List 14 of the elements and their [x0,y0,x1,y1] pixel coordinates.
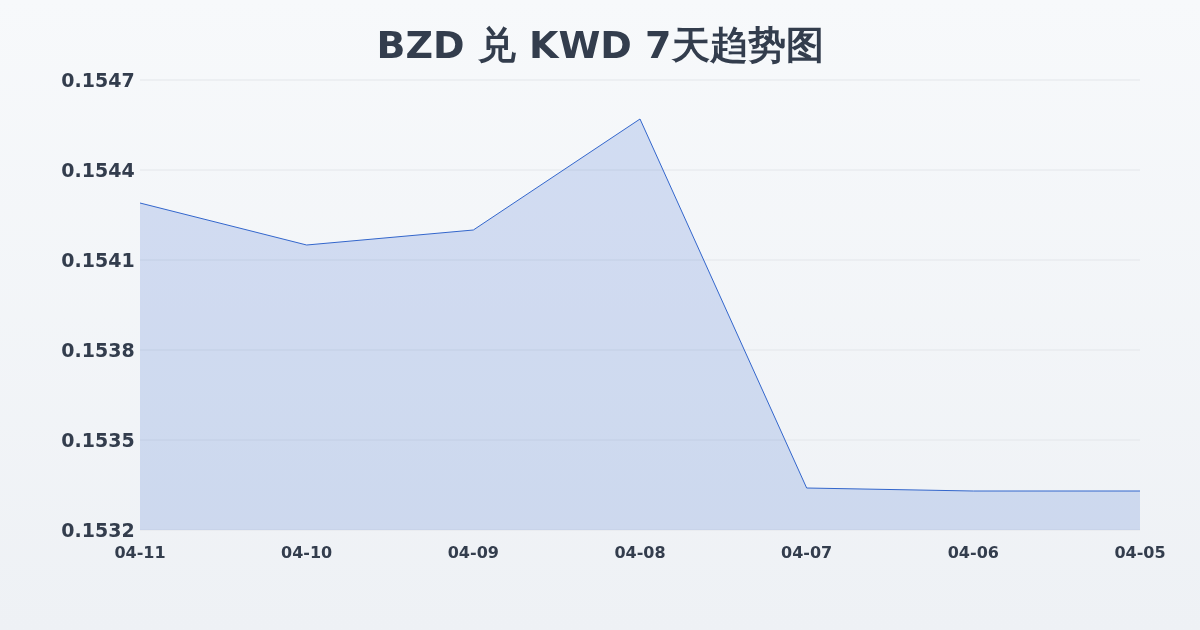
x-tick-label: 04-08 [614,543,666,562]
y-tick-label: 0.1535 [61,429,135,451]
x-tick-label: 04-09 [447,543,499,562]
y-tick-label: 0.1544 [61,159,135,181]
x-tick-label: 04-10 [281,543,333,562]
x-tick-label: 04-07 [781,543,833,562]
y-tick-label: 0.1532 [61,519,135,541]
x-tick-label: 04-05 [1114,543,1166,562]
chart-title: BZD 兑 KWD 7天趋势图 [376,23,824,67]
x-tick-label: 04-11 [114,543,166,562]
y-tick-label: 0.1538 [61,339,135,361]
x-tick-label: 04-06 [947,543,999,562]
y-tick-label: 0.1547 [61,69,135,91]
y-tick-label: 0.1541 [61,249,135,271]
